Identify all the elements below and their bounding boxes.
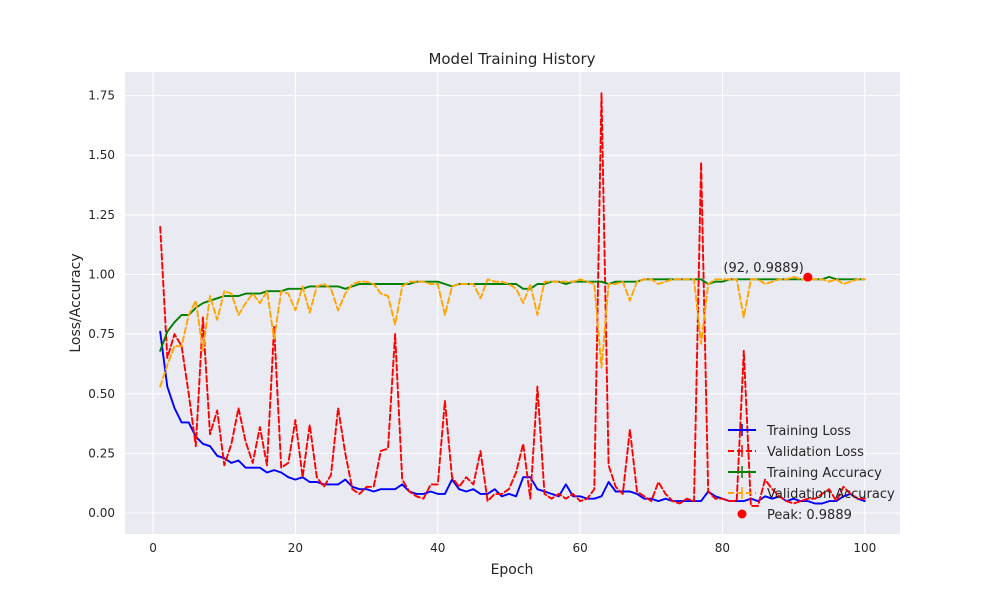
x-tick-label: 0: [149, 541, 157, 555]
annotation-layer: (92, 0.9889): [723, 261, 813, 282]
legend-peak-marker: [737, 509, 747, 519]
y-tick-label: 0.75: [88, 327, 115, 341]
y-axis-ticks: 0.00 0.25 0.50 0.75 1.00 1.25 1.50 1.75: [88, 89, 115, 520]
x-tick-label: 20: [288, 541, 303, 555]
legend-label: Validation Loss: [767, 445, 864, 460]
series-line-training-loss: [159, 330, 866, 505]
legend: Training Loss Validation Loss Training Acc…: [728, 424, 895, 523]
peak-point-marker: [803, 272, 813, 282]
peak-annotation-label: (92, 0.9889): [723, 261, 803, 276]
chart-title: Model Training History: [428, 50, 595, 68]
x-tick-label: 80: [715, 541, 730, 555]
y-tick-label: 0.50: [88, 387, 115, 401]
series-line-validation-loss: [159, 92, 866, 507]
series-line-training-accuracy: [159, 275, 866, 352]
series-layer: [159, 92, 866, 507]
y-tick-label: 0.00: [88, 506, 115, 520]
y-tick-label: 1.25: [88, 208, 115, 222]
x-tick-label: 40: [430, 541, 445, 555]
y-axis-label: Loss/Accuracy: [68, 253, 84, 352]
y-tick-label: 1.75: [88, 89, 115, 103]
y-tick-label: 1.00: [88, 267, 115, 281]
legend-label: Validation Accuracy: [767, 487, 895, 502]
x-axis-label: Epoch: [491, 562, 534, 578]
plot-area: [125, 72, 900, 534]
x-axis-ticks: 0 20 40 60 80 100: [149, 541, 876, 555]
y-tick-label: 1.50: [88, 148, 115, 162]
series-line-validation-accuracy: [159, 275, 866, 388]
legend-label: Training Accuracy: [766, 466, 882, 481]
x-tick-label: 60: [572, 541, 587, 555]
legend-peak-label: Peak: 0.9889: [767, 508, 852, 523]
legend-label: Training Loss: [766, 424, 851, 439]
y-tick-label: 0.25: [88, 446, 115, 460]
x-tick-label: 100: [853, 541, 876, 555]
